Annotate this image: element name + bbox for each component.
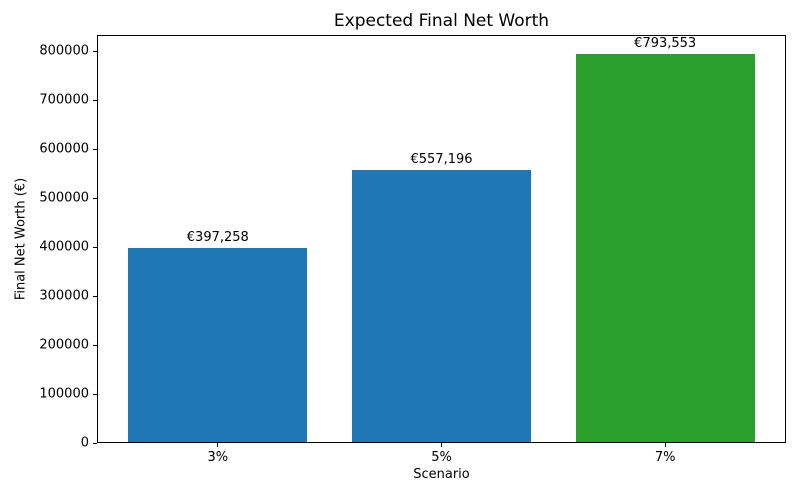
y-tick-label: 800000 [39, 43, 89, 59]
y-tick-mark [93, 442, 97, 444]
y-tick-mark [93, 148, 97, 150]
y-tick-label: 500000 [39, 190, 89, 206]
chart-title: Expected Final Net Worth [333, 11, 550, 31]
y-axis-title: Final Net Worth (€) [13, 177, 29, 301]
y-tick-mark [93, 344, 97, 346]
y-tick-label: 600000 [39, 141, 89, 157]
bar-7% [575, 54, 755, 443]
y-tick-label: 100000 [39, 386, 89, 402]
bar-3% [128, 248, 308, 443]
y-tick-mark [93, 197, 97, 199]
bar-5% [352, 170, 531, 443]
y-tick-mark [93, 393, 97, 395]
y-tick-mark [93, 246, 97, 248]
x-tick-mark [217, 443, 219, 447]
y-tick-label: 200000 [39, 337, 89, 353]
y-tick-label: 300000 [39, 288, 89, 304]
x-tick-label: 3% [207, 450, 229, 465]
x-tick-mark [441, 443, 442, 447]
x-axis-title: Scenario [413, 467, 470, 482]
x-tick-mark [664, 443, 666, 447]
y-tick-label: 700000 [39, 92, 89, 108]
y-tick-label: 400000 [39, 239, 89, 255]
bar-value-label: €557,196 [410, 152, 473, 168]
y-tick-mark [93, 50, 97, 52]
bar-value-label: €397,258 [186, 230, 249, 246]
y-tick-label: 0 [80, 435, 89, 451]
bar-value-label: €793,553 [634, 36, 697, 52]
y-tick-mark [93, 99, 97, 101]
plot-area [97, 35, 786, 443]
y-tick-mark [93, 295, 97, 297]
x-tick-label: 5% [431, 450, 452, 465]
x-tick-label: 7% [654, 450, 676, 465]
